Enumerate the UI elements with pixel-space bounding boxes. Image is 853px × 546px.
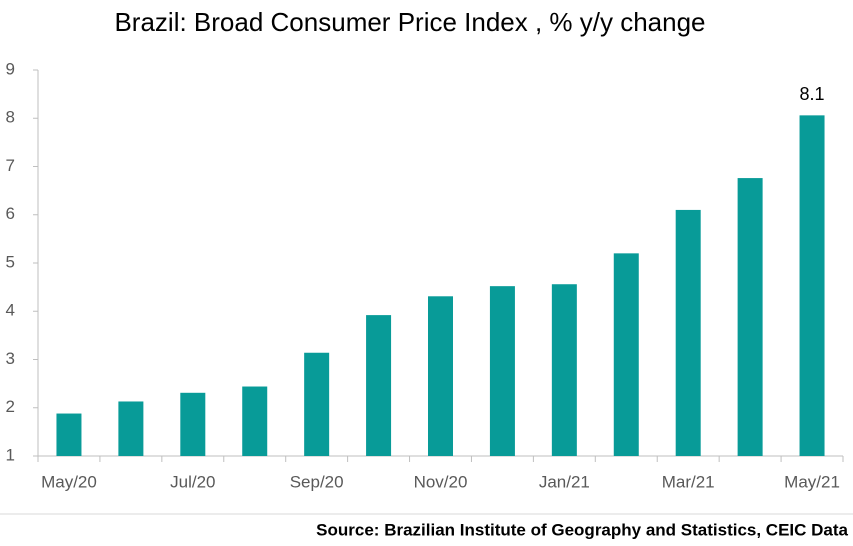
bar [366,315,392,456]
bar [180,392,206,456]
x-tick-label: Nov/20 [414,472,468,491]
bar [489,286,515,456]
x-tick-label: May/20 [41,472,97,491]
bar [613,253,639,456]
y-tick-label: 7 [6,156,15,175]
bar [737,178,763,456]
bar [675,209,701,456]
bar [118,401,144,456]
y-tick-label: 3 [6,349,15,368]
bar [242,386,268,456]
chart-title: Brazil: Broad Consumer Price Index , % y… [114,7,705,37]
y-tick-label: 1 [6,445,15,464]
y-tick-label: 4 [6,301,15,320]
y-tick-label: 2 [6,397,15,416]
y-tick-label: 6 [6,204,15,223]
x-tick-label: May/21 [784,472,840,491]
x-tick-label: Jan/21 [539,472,590,491]
value-label: 8.1 [800,84,825,104]
x-tick-label: Mar/21 [662,472,715,491]
bar [428,296,453,456]
x-tick-label: Sep/20 [290,472,344,491]
y-tick-label: 5 [6,252,15,271]
bar [551,284,577,456]
bar [304,352,330,456]
x-tick-label: Jul/20 [170,472,215,491]
source-note: Source: Brazilian Institute of Geography… [316,520,848,539]
y-tick-label: 9 [6,59,15,78]
bar [56,413,82,456]
bar [799,115,825,456]
y-tick-label: 8 [6,108,15,127]
